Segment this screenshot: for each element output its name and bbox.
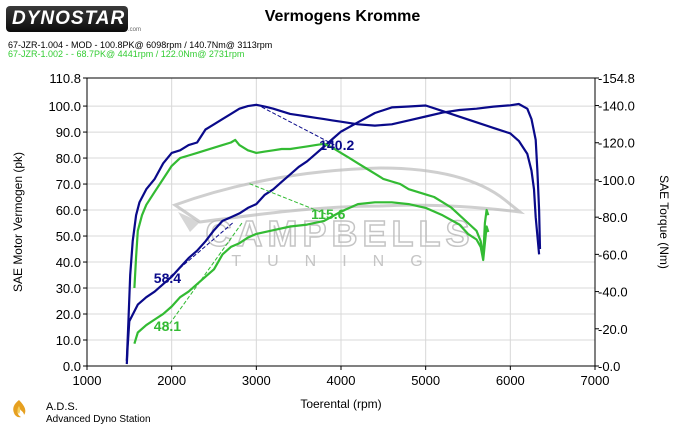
y-right-tick-label: -20.0	[598, 322, 628, 337]
run-info-stock: 67-JZR-1.002 - - 68.7PK@ 4441rpm / 122.0…	[8, 49, 245, 59]
y-left-tick-label: 10.0	[56, 333, 81, 348]
watermark-car-front	[178, 212, 200, 232]
series-line-67-JZR-1-004-torque	[125, 104, 541, 365]
y-left-tick-label: 70.0	[56, 177, 81, 192]
annotation-leader	[256, 103, 337, 147]
y-right-tick-label: -100.0	[598, 173, 635, 188]
annotation-leader	[167, 222, 243, 328]
annotation-label: 58.4	[154, 270, 181, 286]
y-left-tick-label: 30.0	[56, 281, 81, 296]
footer-brand: A.D.S.	[46, 401, 78, 413]
x-tick-label: 6000	[496, 373, 525, 388]
run-info-mod: 67-JZR-1.004 - MOD - 100.8PK@ 6098rpm / …	[8, 40, 273, 50]
footer-subtitle: Advanced Dyno Station	[46, 414, 151, 425]
x-tick-label: 5000	[411, 373, 440, 388]
y-right-tick-label: -60.0	[598, 247, 628, 262]
y-right-tick-label: -80.0	[598, 210, 628, 225]
y-right-axis-label: SAE Torque (Nm)	[657, 175, 671, 269]
y-left-tick-label: 110.8	[49, 71, 81, 86]
annotation-leader	[249, 183, 329, 216]
y-right-tick-label: -140.0	[598, 99, 635, 114]
x-axis-label: Toerental (rpm)	[300, 397, 381, 411]
series-line-67-JZR-1-002-torque	[133, 201, 490, 345]
series-line-67-JZR-1-002-power	[133, 138, 490, 289]
y-right-tick-label: -0.0	[598, 359, 620, 374]
watermark-text-bottom: TUNING	[231, 253, 448, 270]
annotation-label: 140.2	[319, 137, 354, 153]
chart-title: Vermogens Kromme	[264, 8, 421, 25]
x-tick-label: 4000	[327, 373, 356, 388]
logo-suffix: .com	[128, 27, 142, 33]
y-right-tick-label: -40.0	[598, 285, 628, 300]
y-left-tick-label: 20.0	[56, 307, 81, 322]
annotation-leader	[167, 222, 233, 280]
y-right-tick-label: -154.8	[598, 71, 635, 86]
y-left-tick-label: 100.0	[48, 99, 81, 114]
y-left-tick-label: 40.0	[56, 255, 81, 270]
watermark-car	[171, 166, 526, 224]
y-left-tick-label: 60.0	[56, 203, 81, 218]
x-tick-label: 7000	[581, 373, 610, 388]
annotation-label: 48.1	[154, 318, 181, 334]
y-left-axis-label: SAE Motor Vermogen (pk)	[11, 152, 25, 292]
annotation-label: 115.6	[311, 206, 345, 222]
y-left-tick-label: 80.0	[56, 151, 81, 166]
dynostar-logo: DYNOSTAR	[6, 6, 128, 32]
y-right-tick-label: -120.0	[598, 136, 635, 151]
watermark-text-top: CAMPBELLS	[206, 213, 475, 254]
x-tick-label: 2000	[157, 373, 186, 388]
logo-text: DYNOSTAR	[12, 8, 126, 29]
x-tick-label: 1000	[73, 373, 102, 388]
series-line-67-JZR-1-004-power	[125, 102, 542, 361]
y-left-tick-label: 0.0	[63, 359, 81, 374]
x-tick-label: 3000	[242, 373, 271, 388]
y-left-tick-label: 50.0	[56, 229, 81, 244]
y-left-tick-label: 90.0	[56, 125, 81, 140]
flame-swirl-icon	[13, 400, 26, 418]
